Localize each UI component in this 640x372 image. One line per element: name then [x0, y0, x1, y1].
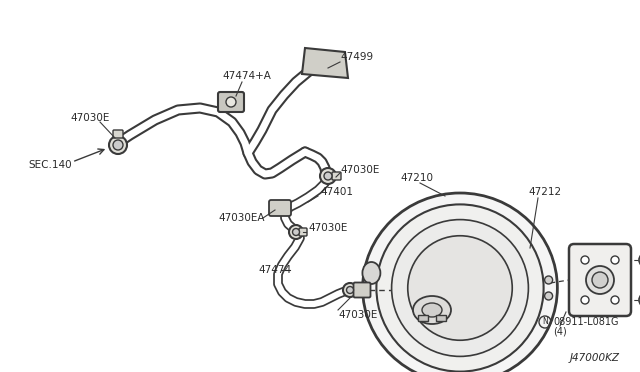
Ellipse shape [362, 262, 380, 284]
Text: N: N [542, 317, 548, 327]
Bar [436, 315, 446, 321]
FancyBboxPatch shape [113, 130, 123, 138]
Circle shape [376, 204, 543, 372]
Circle shape [592, 272, 608, 288]
Ellipse shape [422, 303, 442, 317]
Circle shape [324, 172, 332, 180]
FancyBboxPatch shape [269, 200, 291, 216]
Text: 47030EA: 47030EA [218, 213, 264, 223]
Text: 47030E: 47030E [308, 223, 348, 233]
Circle shape [639, 293, 640, 307]
FancyBboxPatch shape [299, 228, 307, 236]
Circle shape [545, 276, 552, 284]
Polygon shape [302, 48, 348, 78]
Ellipse shape [413, 296, 451, 324]
Circle shape [289, 225, 303, 239]
Circle shape [226, 97, 236, 107]
Circle shape [109, 136, 127, 154]
Text: 47030E: 47030E [340, 165, 380, 175]
Bar [418, 315, 428, 321]
Circle shape [408, 236, 512, 340]
Circle shape [346, 286, 353, 294]
Circle shape [611, 256, 619, 264]
Text: J47000KZ: J47000KZ [570, 353, 620, 363]
Text: 47474+A: 47474+A [222, 71, 271, 81]
Text: SEC.140: SEC.140 [28, 160, 72, 170]
Text: 47474: 47474 [258, 265, 291, 275]
Text: 47210: 47210 [400, 173, 433, 183]
Circle shape [611, 296, 619, 304]
FancyBboxPatch shape [218, 92, 244, 112]
Text: (4): (4) [553, 327, 567, 337]
Text: 47030E: 47030E [70, 113, 109, 123]
FancyBboxPatch shape [569, 244, 631, 316]
Text: 47030E: 47030E [338, 310, 378, 320]
Text: 47499: 47499 [340, 52, 373, 62]
Circle shape [392, 219, 529, 356]
Circle shape [639, 253, 640, 267]
Text: 08911-L081G: 08911-L081G [553, 317, 618, 327]
Text: 47212: 47212 [528, 187, 561, 197]
Circle shape [113, 140, 123, 150]
Circle shape [581, 256, 589, 264]
FancyBboxPatch shape [353, 282, 371, 298]
Circle shape [292, 228, 300, 235]
Circle shape [586, 266, 614, 294]
Circle shape [343, 283, 357, 297]
Ellipse shape [363, 193, 557, 372]
FancyBboxPatch shape [332, 172, 341, 180]
Circle shape [581, 296, 589, 304]
Circle shape [320, 168, 336, 184]
Text: 47401: 47401 [320, 187, 353, 197]
Circle shape [545, 292, 552, 300]
